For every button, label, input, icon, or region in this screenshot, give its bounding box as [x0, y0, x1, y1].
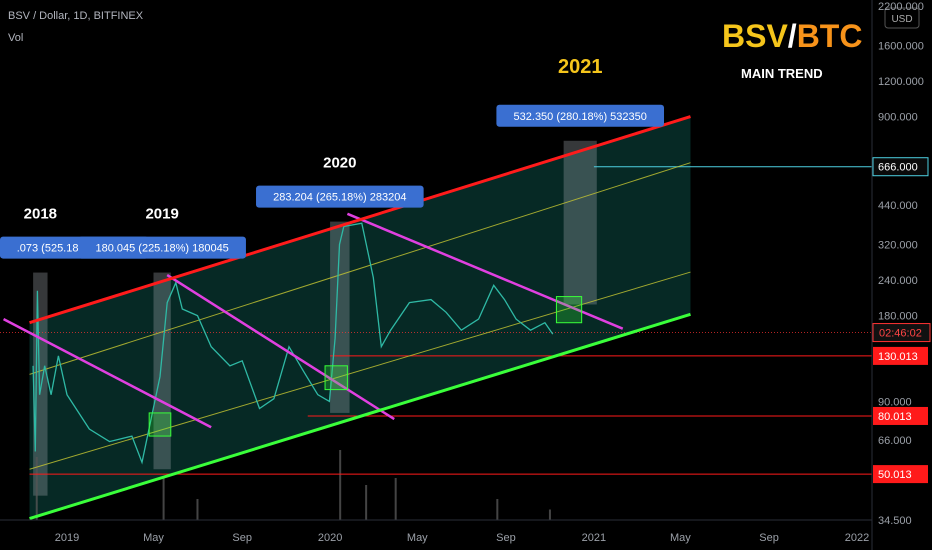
x-tick-label: Sep — [232, 532, 252, 544]
slash-label: / — [787, 18, 797, 54]
volume-bar — [548, 509, 551, 520]
volume-bar — [196, 499, 199, 520]
bsv-label: BSV — [722, 18, 788, 54]
symbol-header: BSV / Dollar, 1D, BITFINEX — [8, 10, 144, 22]
year-label-2020: 2020 — [323, 155, 356, 172]
measure-label-2020: 283.204 (265.18%) 283204 — [273, 192, 406, 204]
y-tick-label: 80.013 — [878, 411, 912, 423]
lower-trendline — [29, 312, 691, 521]
volume-bar — [394, 478, 397, 520]
y-tick-label: 320.000 — [878, 239, 918, 251]
down-trendline-3 — [346, 212, 624, 330]
y-tick-label: 440.000 — [878, 200, 918, 212]
down-trendline-1 — [2, 318, 212, 429]
currency-label: USD — [891, 14, 912, 25]
level-tag-50.013 — [873, 465, 928, 484]
x-tick-label: 2020 — [318, 532, 342, 544]
lower-mid-line — [29, 271, 691, 470]
volume-bar — [365, 485, 368, 520]
measure-label-2021: 532.350 (280.18%) 532350 — [514, 111, 647, 123]
y-tick-label: 1200.000 — [878, 76, 924, 88]
x-tick-label: May — [143, 532, 164, 544]
volume-bar — [162, 478, 165, 520]
x-tick-label: May — [670, 532, 691, 544]
countdown-tag — [872, 323, 931, 343]
currency-box — [884, 7, 920, 29]
x-tick-label: 2021 — [582, 532, 606, 544]
x-tick-label: 2019 — [55, 532, 79, 544]
pair-title: BSV/BTC — [722, 18, 862, 55]
y-tick-label: 666.000 — [878, 162, 918, 174]
volume-label: Vol — [8, 32, 24, 44]
measure-range-2021 — [563, 140, 597, 305]
y-tick-label: 66.000 — [878, 435, 912, 447]
volume-bar — [35, 457, 38, 520]
measure-range-2018 — [33, 272, 48, 496]
measure-label-bg-2019 — [78, 236, 246, 259]
x-tick-label: May — [407, 532, 428, 544]
level-tag-130.013 — [873, 346, 928, 365]
breakout-box-1 — [148, 412, 172, 437]
year-label-2019: 2019 — [145, 206, 178, 223]
year-label-2021: 2021 — [558, 56, 603, 78]
countdown-label: 02:46:02 — [879, 328, 922, 340]
upper-trendline — [29, 115, 691, 325]
y-tick-label: 180.000 — [878, 311, 918, 323]
level-tag-666.000 — [872, 157, 929, 177]
y-tick-label: 1600.000 — [878, 40, 924, 52]
breakout-box-2 — [324, 365, 348, 391]
y-tick-label: 130.013 — [878, 351, 918, 363]
btc-label: BTC — [796, 18, 863, 54]
volume-bar — [496, 499, 499, 520]
measure-range-2020 — [330, 221, 350, 413]
price-line — [32, 222, 554, 465]
measure-label-bg-2020 — [256, 185, 424, 208]
breakout-box-3 — [555, 296, 583, 324]
measure-range-2019 — [153, 272, 171, 470]
measure-label-2019: 180.045 (225.18%) 180045 — [95, 243, 228, 255]
y-tick-label: 2200.000 — [878, 1, 924, 13]
volume-bar — [339, 450, 342, 520]
level-tag-80.013 — [873, 406, 928, 425]
x-tick-label: 2022 — [845, 532, 869, 544]
x-tick-label: Sep — [496, 532, 516, 544]
year-label-2018: 2018 — [24, 206, 57, 223]
y-tick-label: 90.000 — [878, 396, 912, 408]
y-tick-label: 50.013 — [878, 469, 912, 481]
main-trend-label: MAIN TREND — [741, 66, 823, 81]
down-trendline-2 — [166, 273, 395, 421]
upper-mid-line — [29, 162, 691, 375]
y-tick-label: 900.000 — [878, 112, 918, 124]
y-tick-label: 34.500 — [878, 515, 912, 527]
measure-label-bg-2021 — [496, 104, 665, 127]
y-tick-label: 240.000 — [878, 275, 918, 287]
x-tick-label: Sep — [759, 532, 779, 544]
